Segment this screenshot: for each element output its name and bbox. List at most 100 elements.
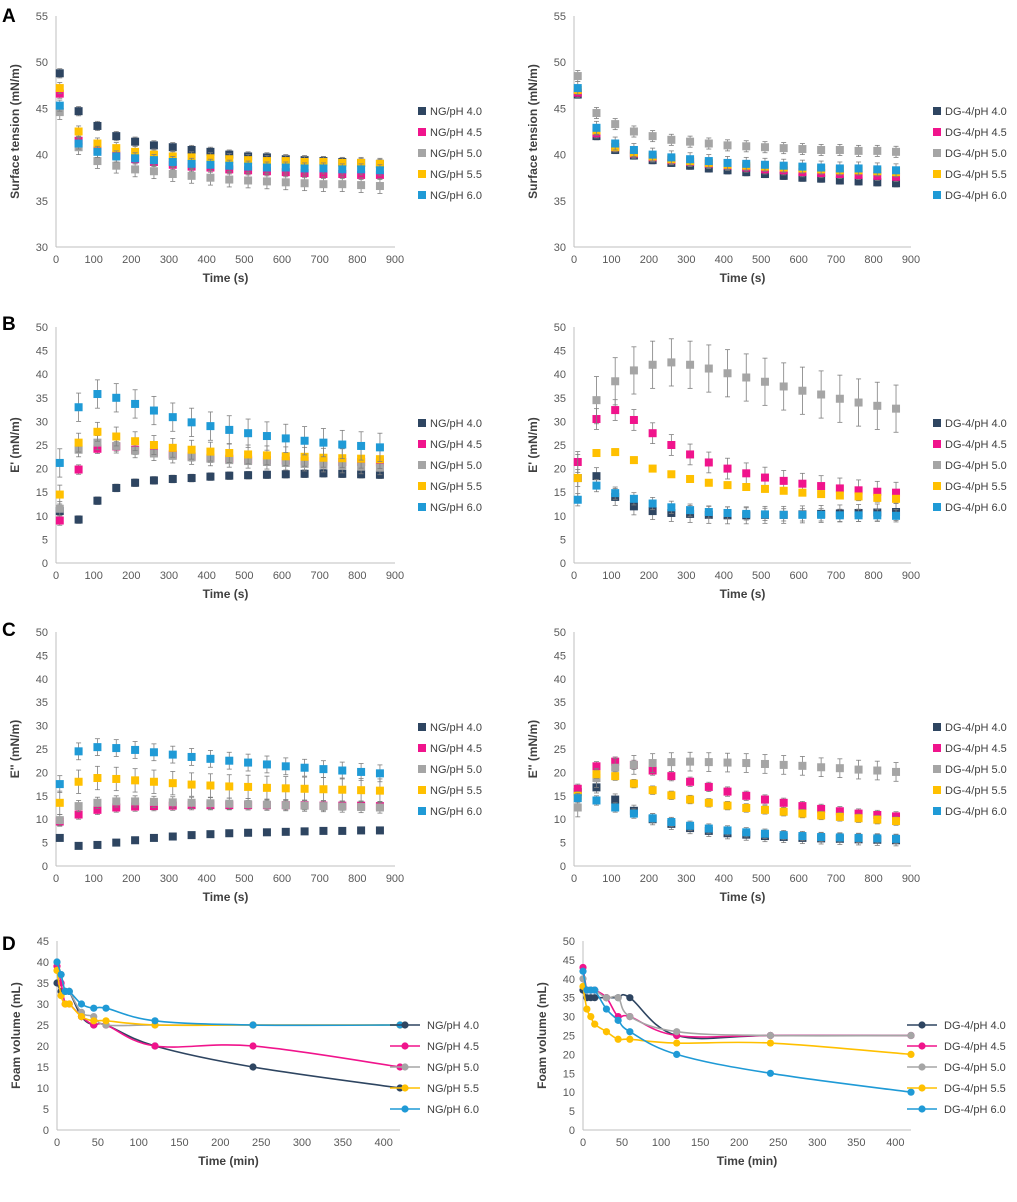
data-point — [648, 786, 657, 795]
legend-label: DG-4/pH 5.0 — [944, 1062, 1006, 1074]
legend-label: DG-4/pH 6.0 — [945, 502, 1007, 514]
data-point — [131, 797, 140, 806]
x-tick-label: 400 — [715, 254, 733, 266]
data-point — [592, 123, 601, 132]
y-tick-label: 10 — [36, 814, 48, 826]
data-point — [90, 1017, 98, 1025]
data-point — [281, 762, 290, 771]
data-point — [667, 758, 676, 767]
data-point — [907, 1031, 915, 1040]
data-point — [602, 1028, 611, 1036]
data-point — [149, 777, 158, 786]
series-NG-pH-5-5 — [55, 82, 384, 170]
y-tick-label: 25 — [36, 440, 48, 452]
chart-D-right: 0 5 10 15 20 25 30 35 40 45 50 0 50 100 150 200 250 300 35… — [535, 936, 1006, 1168]
x-tick-label: 500 — [235, 570, 253, 582]
data-point — [112, 132, 121, 141]
data-point — [168, 832, 177, 841]
legend-label: NG/pH 5.0 — [430, 764, 482, 776]
y-tick-label: 40 — [37, 957, 49, 969]
x-tick-label: 250 — [252, 1137, 270, 1149]
data-point — [112, 744, 121, 753]
x-tick-label: 300 — [160, 873, 178, 885]
data-point — [55, 504, 64, 513]
x-tick-label: 600 — [789, 873, 807, 885]
data-point — [587, 1013, 595, 1021]
legend-marker — [401, 1063, 409, 1071]
data-point — [57, 971, 65, 979]
y-tick-label: 35 — [554, 196, 566, 208]
x-axis-title: Time (min) — [198, 1154, 258, 1168]
data-point — [168, 474, 177, 483]
legend-label: NG/pH 6.0 — [430, 502, 482, 514]
data-point — [55, 84, 64, 93]
data-point — [168, 798, 177, 807]
y-tick-label: 20 — [554, 464, 566, 476]
data-point — [742, 803, 751, 812]
y-tick-label: 35 — [37, 978, 49, 990]
data-point — [592, 762, 601, 771]
legend-marker — [418, 440, 426, 448]
x-tick-label: 200 — [122, 570, 140, 582]
x-tick-label: 500 — [752, 570, 770, 582]
data-point — [686, 474, 695, 483]
series-DG-4-pH-6-0 — [573, 81, 901, 178]
x-axis-title: Time (s) — [203, 890, 249, 904]
data-point — [648, 464, 657, 473]
chart-A-left: 30 35 40 45 50 55 0 100 200 300 400 500 600 700 800 900… — [8, 11, 482, 285]
x-axis-title: Time (s) — [720, 890, 766, 904]
x-tick-label: 0 — [571, 570, 577, 582]
y-tick-label: 20 — [36, 767, 48, 779]
data-point — [602, 1005, 611, 1013]
data-point — [817, 763, 826, 772]
data-point — [723, 464, 732, 473]
legend-marker — [933, 419, 941, 427]
legend-label: DG-4/pH 4.0 — [944, 1020, 1006, 1032]
data-point — [149, 797, 158, 806]
x-axis-title: Time (s) — [203, 587, 249, 601]
data-point — [648, 132, 657, 141]
data-point — [338, 158, 347, 167]
data-point — [151, 1042, 159, 1050]
data-point — [112, 838, 121, 847]
legend-label: DG-4/pH 4.5 — [945, 127, 1007, 139]
data-point — [723, 141, 732, 150]
data-point — [873, 834, 882, 843]
data-point — [686, 777, 695, 786]
data-point — [626, 1035, 634, 1043]
data-point — [704, 508, 713, 517]
legend: NG/pH 4.0 NG/pH 4.5 NG/pH 5.0 NG/pH 5.5 NG/p… — [418, 722, 482, 818]
data-point — [798, 479, 807, 488]
x-tick-label: 800 — [348, 570, 366, 582]
data-point — [206, 447, 215, 456]
data-point — [131, 478, 140, 487]
data-point — [300, 801, 309, 810]
data-point — [319, 453, 328, 462]
data-point — [723, 508, 732, 517]
data-point — [65, 1000, 73, 1008]
legend-label: DG-4/pH 6.0 — [945, 806, 1007, 818]
x-tick-label: 200 — [122, 254, 140, 266]
data-point — [55, 833, 64, 842]
data-point — [854, 398, 863, 407]
data-point — [225, 471, 234, 480]
data-point — [168, 143, 177, 152]
x-tick-label: 300 — [160, 570, 178, 582]
data-point — [592, 396, 601, 405]
data-point — [611, 803, 620, 812]
data-point — [611, 406, 620, 415]
data-point — [74, 465, 83, 474]
series-DG-4-pH-4-5 — [579, 963, 915, 1040]
x-tick-label: 0 — [580, 1137, 586, 1149]
series-NG-pH-6-0 — [55, 99, 384, 177]
data-point — [892, 511, 901, 520]
data-point — [300, 469, 309, 478]
data-point — [300, 452, 309, 461]
x-tick-label: 500 — [752, 254, 770, 266]
data-point — [131, 836, 140, 845]
y-tick-label: 10 — [563, 1087, 575, 1099]
data-point — [375, 159, 384, 168]
data-point — [907, 1050, 915, 1058]
data-point — [760, 143, 769, 152]
